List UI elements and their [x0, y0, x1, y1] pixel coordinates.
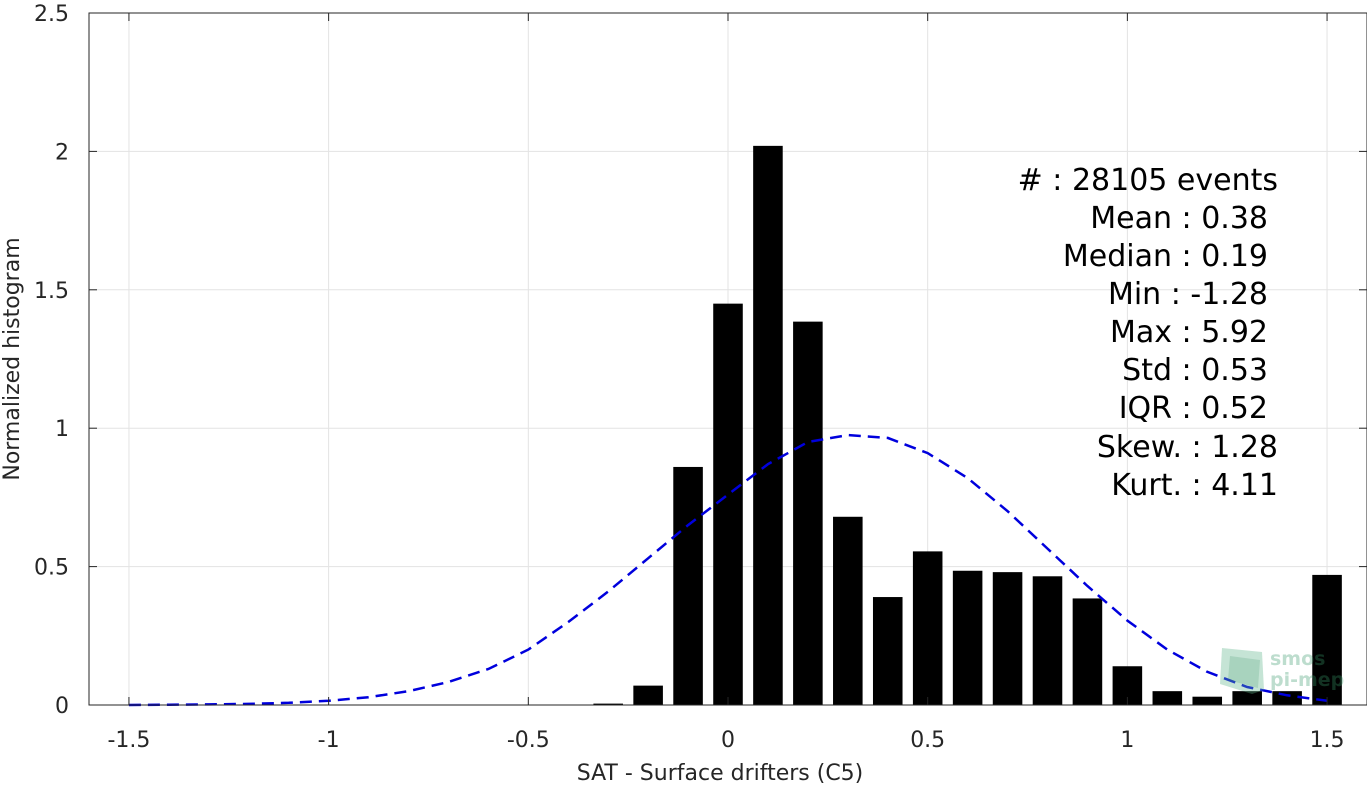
- histogram-bar: [633, 685, 663, 705]
- histogram-bar: [1232, 691, 1262, 705]
- histogram-bar: [1312, 574, 1342, 705]
- histogram-bar: [753, 145, 783, 705]
- stat-min: Min : -1.28: [1108, 277, 1268, 312]
- histogram-bar: [992, 572, 1023, 705]
- logo-mark-icon: [1220, 648, 1264, 694]
- histogram-bar: [1032, 576, 1063, 705]
- stat-iqr: IQR : 0.52: [1119, 391, 1268, 426]
- x-tick-label: 1.5: [1310, 728, 1345, 753]
- stat-count: # : 28105 events: [1018, 163, 1278, 198]
- y-tick-label: 2.5: [34, 2, 69, 27]
- histogram-bar: [713, 303, 743, 705]
- histogram-bar: [1152, 691, 1183, 705]
- logo-line-2: pi-mep: [1270, 669, 1344, 691]
- stat-median: Median : 0.19: [1063, 239, 1268, 274]
- histogram-bar: [593, 703, 623, 705]
- smos-pimep-logo: smos pi-mep: [1220, 648, 1344, 694]
- histogram-bar: [952, 570, 983, 705]
- y-tick-label: 1: [55, 417, 69, 442]
- y-tick-label: 0: [55, 694, 69, 719]
- stat-max: Max : 5.92: [1110, 315, 1268, 350]
- x-tick-label: -1: [318, 728, 340, 753]
- histogram-bar: [673, 466, 703, 705]
- stat-kurt: Kurt. : 4.11: [1111, 468, 1278, 503]
- histogram-bars: [593, 145, 1342, 705]
- x-tick-label: 1: [1120, 728, 1134, 753]
- y-tick-label: 0.5: [34, 556, 69, 581]
- logo-line-1: smos: [1270, 648, 1325, 670]
- x-tick-label: -0.5: [507, 728, 550, 753]
- plot-frame: [88, 12, 1367, 706]
- stat-std: Std : 0.53: [1122, 353, 1268, 388]
- x-tick-label: 0: [721, 728, 735, 753]
- stats-annotation: # : 28105 events Mean : 0.38 Median : 0.…: [1018, 163, 1278, 503]
- x-axis-label: SAT - Surface drifters (C5): [577, 761, 864, 785]
- histogram-bar: [912, 551, 943, 705]
- stat-skew: Skew. : 1.28: [1097, 430, 1278, 465]
- y-tick-label: 2: [55, 140, 69, 165]
- histogram-bar: [1192, 696, 1223, 705]
- histogram-bar: [793, 321, 823, 705]
- histogram-bar: [872, 597, 903, 705]
- histogram-bar: [833, 516, 863, 705]
- histogram-bar: [1072, 598, 1103, 705]
- logo-mark-shade-icon: [1228, 656, 1260, 688]
- y-tick-labels: 0 0.5 1 1.5 2 2.5: [34, 2, 69, 719]
- stat-mean: Mean : 0.38: [1090, 201, 1268, 236]
- histogram-bar: [1272, 691, 1302, 705]
- y-axis-label: Normalized histogram: [0, 237, 25, 480]
- x-tick-labels: -1.5 -1 -0.5 0 0.5 1 1.5: [107, 728, 1344, 753]
- x-tick-label: 0.5: [910, 728, 945, 753]
- y-tick-label: 1.5: [34, 279, 69, 304]
- x-tick-label: -1.5: [107, 728, 150, 753]
